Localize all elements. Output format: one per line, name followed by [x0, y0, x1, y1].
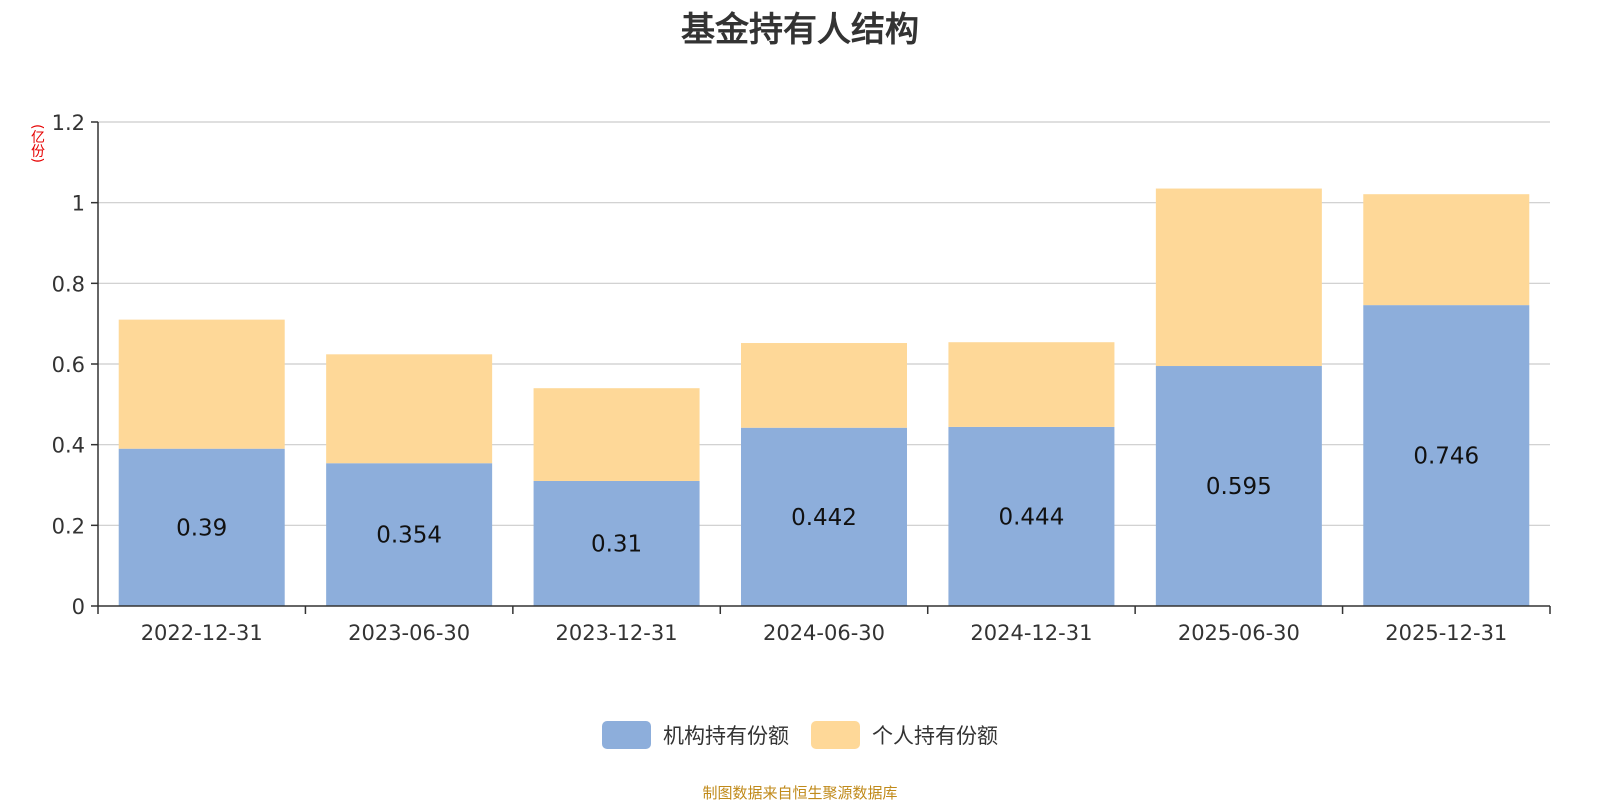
bar-individual[interactable]	[1155, 188, 1322, 367]
y-tick-label: 0.2	[52, 514, 85, 538]
source-note: 制图数据来自恒生聚源数据库	[702, 784, 898, 802]
legend-label-individual: 个人持有份额	[872, 724, 998, 748]
y-tick-label: 0.6	[52, 353, 85, 377]
x-tick-label: 2024-06-30	[763, 621, 885, 645]
bar-value-label: 0.442	[791, 505, 857, 531]
bar-value-label: 0.354	[376, 523, 442, 549]
bar-institutional[interactable]	[118, 448, 285, 606]
legend: 机构持有份额 个人持有份额	[0, 720, 1600, 750]
bar-institutional[interactable]	[948, 426, 1115, 606]
y-axis-unit-label: (亿份)	[29, 124, 45, 163]
bar-individual[interactable]	[948, 342, 1115, 427]
bar-individual[interactable]	[118, 319, 285, 449]
bar-value-label: 0.444	[998, 504, 1064, 530]
legend-swatch-institutional	[602, 721, 651, 749]
bar-institutional[interactable]	[741, 427, 907, 606]
legend-item-institutional[interactable]: 机构持有份额	[602, 720, 789, 750]
bars	[118, 188, 1530, 606]
y-tick-label: 0.4	[52, 434, 85, 458]
x-tick-label: 2024-12-31	[970, 621, 1092, 645]
x-tick-label: 2022-12-31	[141, 621, 263, 645]
bar-institutional[interactable]	[533, 480, 700, 606]
x-tick-label: 2023-06-30	[348, 621, 470, 645]
bar-individual[interactable]	[326, 354, 493, 464]
bar-value-label: 0.31	[591, 531, 642, 557]
y-tick-label: 0.8	[52, 272, 85, 296]
legend-swatch-individual	[811, 721, 860, 749]
bar-value-label: 0.746	[1413, 444, 1479, 470]
legend-item-individual[interactable]: 个人持有份额	[811, 720, 998, 750]
bar-value-label: 0.595	[1206, 474, 1272, 500]
bar-individual[interactable]	[741, 343, 907, 428]
x-tick-label: 2025-12-31	[1385, 621, 1507, 645]
bar-value-label: 0.39	[176, 515, 227, 541]
chart-title: 基金持有人结构	[681, 10, 919, 50]
stacked-bar-chart: 0 0.2 0.4 0.6 0.8 1 1.2 2022-12-31 2023-06-30 202…	[52, 111, 1551, 645]
bar-institutional[interactable]	[1155, 366, 1322, 606]
y-tick-label: 0	[72, 595, 85, 619]
data-labels: 0.39 0.354 0.31 0.442 0.444 0.595 0.746	[176, 444, 1479, 558]
y-tick-label: 1	[72, 192, 85, 216]
bar-individual[interactable]	[1363, 194, 1530, 306]
axes: 0 0.2 0.4 0.6 0.8 1 1.2 2022-12-31 2023-06-30 202…	[52, 111, 1551, 645]
bar-institutional[interactable]	[1363, 305, 1530, 606]
bar-institutional[interactable]	[326, 463, 493, 606]
y-tick-label: 1.2	[52, 111, 85, 135]
bar-individual[interactable]	[533, 388, 700, 481]
legend-label-institutional: 机构持有份额	[663, 724, 789, 748]
x-tick-label: 2025-06-30	[1178, 621, 1300, 645]
x-tick-label: 2023-12-31	[556, 621, 678, 645]
